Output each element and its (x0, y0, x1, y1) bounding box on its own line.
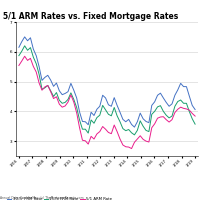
Text: 5/1 ARM Rates vs. Fixed Mortgage Rates: 5/1 ARM Rates vs. Fixed Mortgage Rates (3, 12, 179, 21)
30-Yr FRM Rate (55, 82, 58, 84)
5/1 ARM Rate (23, 55, 26, 57)
Text: Annual Data: Freddie Mac. (c) TheMortgageReports.com: Annual Data: Freddie Mac. (c) TheMortgag… (0, 196, 84, 200)
15-Yr FRM Rate (194, 123, 196, 125)
5/1 ARM Rate (177, 108, 179, 110)
5/1 ARM Rate (18, 64, 20, 67)
5/1 ARM Rate (107, 131, 110, 134)
15-Yr FRM Rate (127, 128, 130, 131)
30-Yr FRM Rate (177, 89, 179, 91)
5/1 ARM Rate (35, 71, 37, 73)
Line: 15-Yr FRM Rate: 15-Yr FRM Rate (19, 46, 195, 135)
15-Yr FRM Rate (133, 134, 136, 136)
30-Yr FRM Rate (127, 118, 130, 121)
30-Yr FRM Rate (107, 104, 110, 106)
Legend: 30-Yr FRM Rate, 15-Yr FRM Rate, 5/1 ARM Rate: 30-Yr FRM Rate, 15-Yr FRM Rate, 5/1 ARM … (5, 195, 114, 200)
15-Yr FRM Rate (18, 54, 20, 57)
Line: 30-Yr FRM Rate: 30-Yr FRM Rate (19, 37, 195, 127)
15-Yr FRM Rate (35, 62, 37, 65)
5/1 ARM Rate (194, 115, 196, 117)
5/1 ARM Rate (55, 96, 58, 98)
15-Yr FRM Rate (55, 91, 58, 94)
5/1 ARM Rate (127, 146, 130, 148)
30-Yr FRM Rate (23, 36, 26, 38)
30-Yr FRM Rate (67, 90, 69, 93)
15-Yr FRM Rate (107, 113, 110, 116)
30-Yr FRM Rate (35, 54, 37, 57)
30-Yr FRM Rate (18, 46, 20, 49)
30-Yr FRM Rate (194, 108, 196, 111)
Line: 5/1 ARM Rate: 5/1 ARM Rate (19, 56, 195, 149)
5/1 ARM Rate (130, 147, 133, 150)
15-Yr FRM Rate (67, 98, 69, 101)
5/1 ARM Rate (67, 101, 69, 103)
30-Yr FRM Rate (133, 126, 136, 128)
15-Yr FRM Rate (23, 45, 26, 47)
15-Yr FRM Rate (177, 100, 179, 103)
